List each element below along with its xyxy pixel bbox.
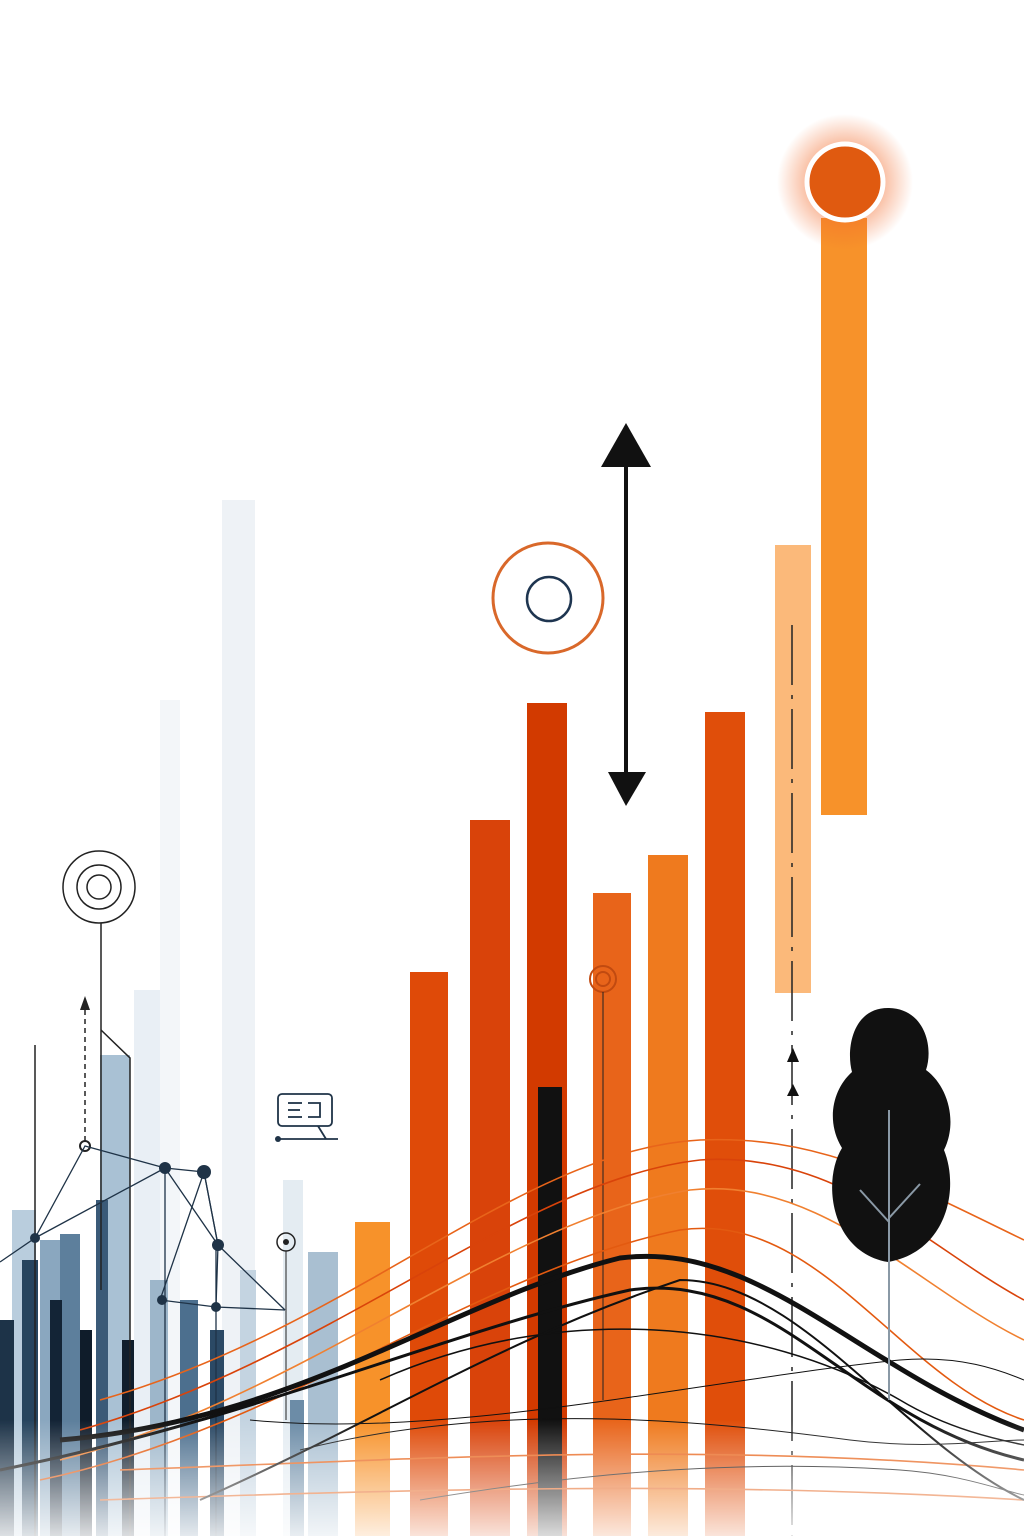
node [275, 1136, 281, 1142]
curve [39, 1227, 1024, 1481]
curve [59, 1253, 1024, 1443]
node [159, 1162, 171, 1174]
node [212, 1239, 224, 1251]
arrow-head [601, 423, 651, 467]
orange-bar [705, 712, 745, 1536]
node [197, 1165, 211, 1179]
double-arrow [601, 423, 651, 806]
card-base [317, 1125, 327, 1140]
small-arrow [787, 1084, 799, 1096]
top-marker [777, 114, 913, 250]
card-line [308, 1102, 321, 1118]
faint-bars [134, 500, 303, 1536]
light-orange-bar [775, 545, 811, 993]
bottom-fade [0, 1420, 1024, 1536]
node [30, 1233, 40, 1243]
tree [832, 1008, 951, 1400]
small-arrow [80, 996, 90, 1010]
tall-orange-bar [821, 218, 867, 815]
card-icon [277, 1093, 338, 1140]
card [277, 1093, 333, 1127]
target [283, 1239, 289, 1245]
tree-crown [832, 1008, 951, 1262]
target [595, 971, 611, 987]
ring-inner [525, 575, 573, 623]
network-line [159, 1171, 286, 1311]
tree-branch [888, 1183, 921, 1219]
network-nodes [30, 1162, 224, 1312]
node [211, 1302, 221, 1312]
pin-line [100, 1029, 131, 1536]
curve [59, 1187, 1024, 1461]
target-ring [76, 864, 122, 910]
marker-dot [804, 141, 886, 223]
small-arrow [787, 1048, 799, 1062]
curve [0, 1286, 1024, 1472]
target-ring [62, 850, 136, 924]
arrow-head [608, 772, 646, 806]
target-ring [86, 874, 112, 900]
ring [491, 541, 605, 655]
node [157, 1295, 167, 1305]
network-line [203, 1171, 219, 1246]
tree-branch [859, 1189, 890, 1223]
